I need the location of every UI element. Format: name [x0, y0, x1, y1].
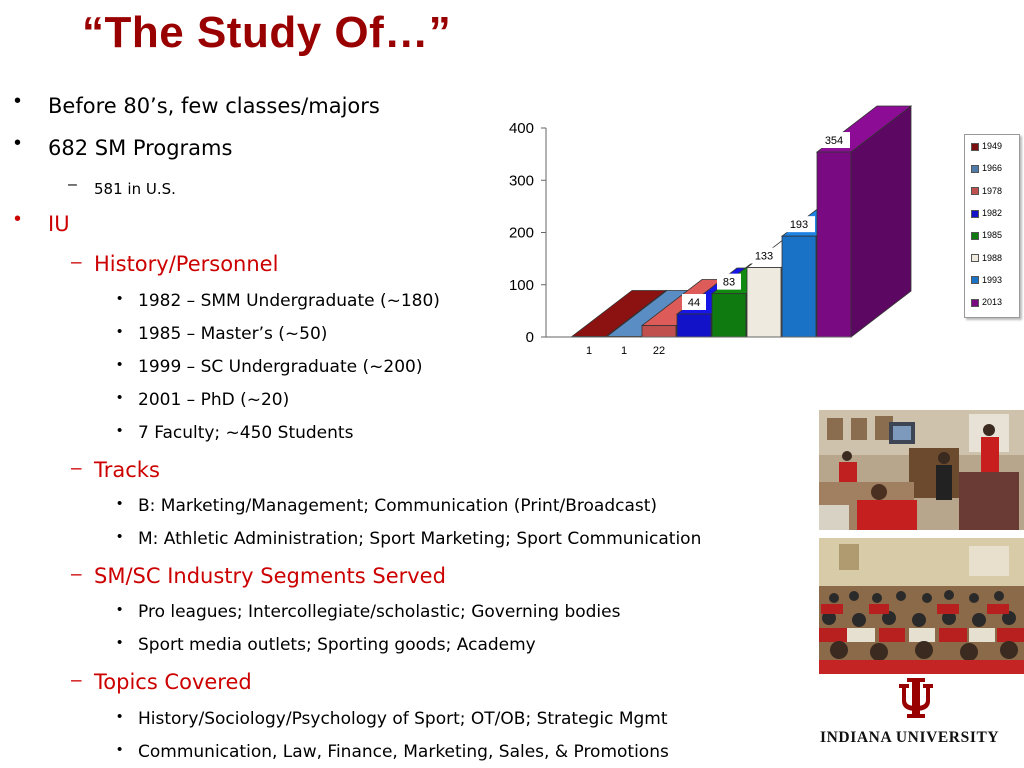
legend-swatch [971, 231, 979, 240]
bar [676, 313, 712, 338]
bullet-dot-icon: • [117, 323, 123, 340]
legend-item: 1988 [971, 253, 1002, 263]
iu-wordmark: INDIANA UNIVERSITY [820, 729, 1000, 746]
legend-label: 1978 [982, 185, 1003, 196]
bullet-text: 1982 – SMM Undergraduate (~180) [138, 291, 440, 311]
data-label-bg [717, 273, 741, 290]
bullet-text: Topics Covered [94, 670, 252, 694]
legend-label: 2013 [982, 297, 1003, 308]
bullet-text: B: Marketing/Management; Communication (… [138, 496, 658, 516]
bullet-dash-icon: – [71, 252, 82, 273]
data-label: 1 [621, 345, 627, 357]
legend-swatch [971, 164, 979, 173]
bullet-dash-icon: – [71, 458, 82, 479]
bullet-text: Pro leagues; Intercollegiate/scholastic;… [138, 602, 621, 622]
bullet-text: Communication, Law, Finance, Marketing, … [138, 742, 669, 762]
chart-legend: 1949 1966 1978 1982 1985 1988 1993 2013 [964, 134, 1020, 318]
bullet-text: M: Athletic Administration; Sport Market… [138, 529, 702, 549]
bullet-text: 1999 – SC Undergraduate (~200) [138, 357, 423, 377]
bar [641, 325, 677, 338]
lecture-hall-photo [819, 538, 1024, 674]
legend-swatch [971, 142, 979, 151]
bullet-text: 682 SM Programs [48, 136, 233, 160]
legend-label: 1993 [982, 274, 1003, 285]
data-label: 22 [653, 345, 665, 357]
bullet-dot-icon: • [14, 132, 22, 154]
data-label: 44 [688, 297, 700, 309]
bullet-dot-icon: • [117, 634, 123, 651]
bullet-text: Tracks [94, 458, 160, 482]
bullet-text: SM/SC Industry Segments Served [94, 564, 446, 588]
bar [746, 267, 782, 338]
data-label: 83 [723, 277, 735, 289]
data-label: 193 [790, 219, 808, 231]
y-tick-label: 0 [526, 329, 534, 346]
bullet-dot-icon: • [117, 389, 123, 406]
bullet-dot-icon: • [117, 741, 123, 758]
legend-swatch [971, 254, 979, 263]
slide-title: “The Study Of…” [82, 8, 452, 57]
legend-swatch [971, 209, 979, 218]
bullet-text: 7 Faculty; ~450 Students [138, 423, 354, 443]
bullet-dot-icon: • [117, 708, 123, 725]
y-tick-label: 400 [509, 120, 534, 137]
bullet-text: History/Sociology/Psychology of Sport; O… [138, 709, 668, 729]
legend-swatch [971, 187, 979, 196]
legend-item: 2013 [971, 297, 1002, 307]
legend-item: 1978 [971, 186, 1002, 196]
legend-label: 1982 [982, 207, 1003, 218]
bullet-text: Sport media outlets; Sporting goods; Aca… [138, 635, 536, 655]
data-label-bg [783, 216, 815, 233]
bullet-dot-icon: • [117, 601, 123, 618]
bar-chart: 0 100 200 300 400 1 1 22 44 83 133 193 354 [509, 105, 913, 358]
legend-item: 1949 [971, 141, 1002, 151]
bullet-dash-icon: – [68, 176, 77, 193]
bullet-dot-icon: • [117, 495, 123, 512]
bar [816, 151, 852, 338]
data-label: 1 [586, 345, 592, 357]
y-tick-label: 200 [509, 225, 534, 242]
legend-label: 1966 [982, 163, 1003, 174]
bullet-dash-icon: – [71, 670, 82, 691]
legend-item: 1985 [971, 230, 1002, 240]
data-label-bg [818, 132, 850, 149]
bullet-text: 2001 – PhD (~20) [138, 390, 290, 410]
legend-swatch [971, 276, 979, 285]
data-label-bg [682, 294, 706, 311]
data-label-bg [616, 342, 632, 358]
bullet-text: 1985 – Master’s (~50) [138, 324, 328, 344]
bullet-text: Before 80’s, few classes/majors [48, 94, 380, 118]
bullet-dot-icon: • [117, 422, 123, 439]
legend-item: 1982 [971, 208, 1002, 218]
bullet-dash-icon: – [71, 564, 82, 585]
bullet-text: 581 in U.S. [94, 180, 176, 198]
y-tick-label: 300 [509, 172, 534, 189]
legend-swatch [971, 298, 979, 307]
data-label-bg [647, 342, 671, 358]
bullet-text: IU [48, 212, 70, 236]
bullet-dot-icon: • [117, 290, 123, 307]
data-label-bg [748, 247, 780, 264]
classroom-photo [819, 410, 1024, 530]
data-label: 354 [825, 135, 843, 147]
y-tick-label: 100 [509, 277, 534, 294]
data-label-bg [581, 342, 597, 358]
bar [711, 293, 747, 338]
bullet-dot-icon: • [117, 356, 123, 373]
bar [781, 235, 817, 338]
legend-item: 1993 [971, 275, 1002, 285]
iu-trident-logo [895, 678, 937, 723]
data-label: 133 [755, 251, 773, 263]
legend-label: 1985 [982, 230, 1003, 241]
legend-item: 1966 [971, 163, 1002, 173]
bullet-dot-icon: • [14, 90, 22, 112]
bullet-text: History/Personnel [94, 252, 279, 276]
legend-label: 1949 [982, 141, 1003, 151]
bullet-dot-icon: • [117, 528, 123, 545]
legend-label: 1988 [982, 252, 1003, 263]
bullet-dot-icon: • [14, 208, 22, 230]
